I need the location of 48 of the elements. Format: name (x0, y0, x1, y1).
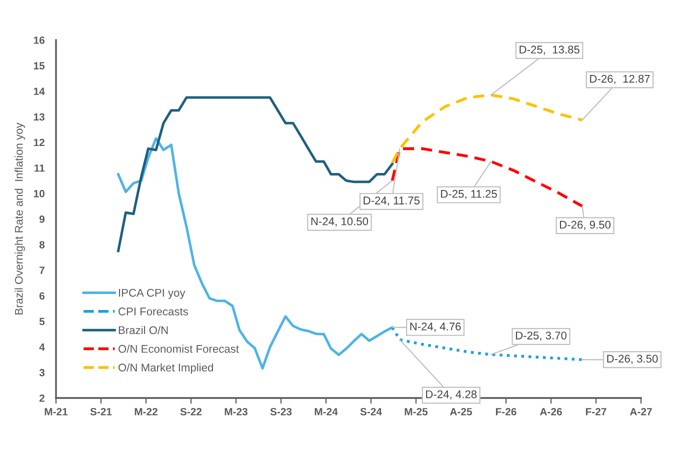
annotation: D-24, 4.28 (426, 390, 477, 400)
y-tick-label: 16 (34, 36, 45, 44)
x-tick-label: S-23 (270, 408, 292, 416)
x-tick-label: M-23 (224, 408, 248, 416)
y-tick-label: 3 (39, 368, 45, 376)
x-tick-label: F-26 (496, 408, 516, 416)
x-tick-label: S-24 (360, 408, 382, 416)
x-tick-label: A-26 (540, 408, 562, 416)
y-tick-label: 9 (39, 216, 45, 223)
annotation: D-24, 11.75 (364, 196, 420, 206)
legend-label: O/N Market Implied (118, 363, 213, 374)
y-tick-label: 6 (39, 292, 45, 300)
annotation: N-24, 4.76 (410, 322, 461, 332)
y-tick-label: 15 (34, 62, 45, 70)
y-tick-label: 5 (39, 318, 45, 326)
y-tick-label: 7 (40, 266, 44, 274)
y-tick-label: 13 (34, 113, 45, 121)
x-tick-label: S-21 (90, 408, 112, 416)
annotation: D-25, 3.70 (516, 332, 567, 341)
y-tick-label: 10 (34, 190, 44, 198)
annotation: D-26, 3.50 (607, 354, 658, 364)
legend-label: CPI Forecasts (118, 308, 188, 316)
x-tick-label: A-27 (630, 408, 652, 416)
line-series (117, 96, 394, 252)
y-tick-label: 8 (39, 241, 45, 248)
annotation: D-25, 11.25 (441, 190, 497, 200)
annotation: D-26, 12.87 (590, 74, 650, 84)
line-series (390, 94, 584, 164)
annotation: N-24, 10.50 (311, 217, 368, 227)
line-series (390, 147, 584, 208)
legend-label: Brazil O/N (118, 326, 168, 334)
x-tick-label: M-24 (314, 408, 338, 416)
x-tick-label: S-22 (180, 408, 202, 416)
x-tick-label: M-21 (44, 408, 68, 416)
y-tick-label: 2 (39, 394, 44, 402)
y-tick-label: 4 (39, 343, 45, 351)
x-tick-label: F-27 (586, 408, 606, 416)
y-tick-label: 14 (34, 88, 45, 95)
y-axis-title: Brazil Overnight Rate and Inflation yoy (14, 122, 25, 314)
x-tick-label: M-25 (404, 408, 428, 416)
legend-label: O/N Economist Forecast (118, 344, 239, 353)
x-tick-label: A-25 (450, 408, 472, 416)
annotation: D-26, 9.50 (560, 220, 611, 230)
x-tick-label: M-22 (134, 408, 158, 416)
legend-label: IPCA CPI yoy (119, 288, 186, 299)
y-tick-label: 11 (34, 164, 45, 172)
y-tick-label: 12 (34, 138, 44, 146)
annotation: D-25, 13.85 (520, 46, 580, 55)
